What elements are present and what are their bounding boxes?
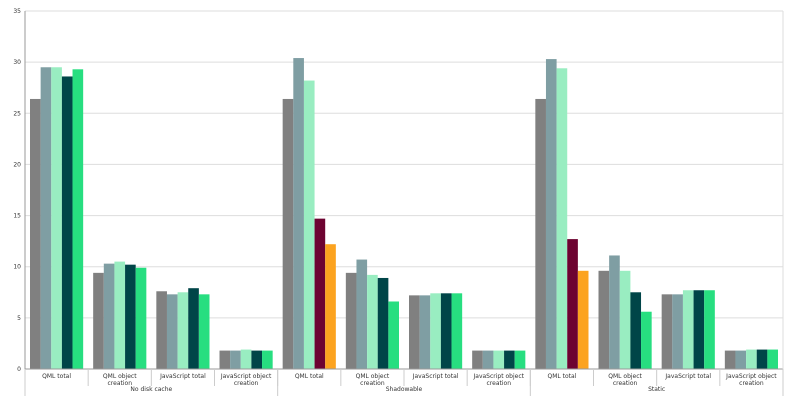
bar (567, 239, 578, 369)
bar (704, 290, 715, 369)
category-label: JavaScript total (159, 373, 206, 380)
bar (746, 349, 757, 369)
bar (30, 98, 41, 370)
bar (103, 263, 115, 369)
bar (482, 350, 494, 369)
category-label: JavaScript object creation (725, 373, 777, 387)
bar (556, 68, 568, 369)
category-label: QML total (547, 373, 576, 380)
bar (51, 67, 62, 369)
bar (377, 277, 389, 369)
bar (545, 59, 557, 370)
bar (661, 294, 673, 369)
labels: 0 5 10 15 20 25 30 35 QML total QML object creatio… (13, 8, 777, 393)
bar (219, 350, 231, 369)
category-label: QML object creation (356, 373, 390, 387)
bar (504, 350, 515, 369)
bar (735, 350, 747, 369)
bar (61, 76, 73, 369)
bar (430, 293, 441, 369)
bar (388, 301, 399, 369)
y-tick-label: 30 (13, 59, 21, 66)
bar (345, 272, 357, 369)
y-tick-label: 0 (17, 366, 21, 373)
bar (198, 294, 210, 369)
group-label: No disk cache (130, 386, 172, 393)
bar (440, 293, 452, 369)
bar (767, 349, 778, 369)
bars (30, 58, 778, 370)
bar (409, 295, 420, 369)
bar (114, 261, 126, 369)
bar (303, 80, 315, 369)
category-label: QML object creation (103, 373, 137, 387)
category-label: QML object creation (608, 373, 642, 387)
bar (166, 294, 178, 369)
bar (262, 350, 273, 369)
bar (672, 294, 683, 369)
y-tick-label: 20 (13, 161, 21, 168)
bar (293, 58, 304, 370)
bar (641, 311, 652, 369)
bar (367, 274, 378, 369)
group-label: Shadowable (386, 386, 423, 393)
bar (135, 267, 147, 369)
category-label: QML total (295, 373, 324, 380)
bar (282, 98, 294, 370)
bar (619, 270, 631, 369)
bar (251, 350, 263, 369)
bar (325, 244, 336, 369)
bar (240, 349, 252, 369)
bar (598, 270, 610, 369)
y-tick-label: 25 (13, 110, 21, 117)
bar (93, 272, 104, 369)
category-label: JavaScript total (412, 373, 459, 380)
bar (177, 292, 189, 369)
bar (314, 218, 326, 369)
bar (514, 350, 526, 369)
bar (630, 292, 642, 369)
bar (40, 67, 52, 369)
bar (419, 295, 431, 369)
bar (472, 350, 483, 369)
bar (230, 350, 241, 369)
bar (356, 259, 368, 369)
category-label: JavaScript total (664, 373, 711, 380)
axes (24, 11, 784, 396)
bar (493, 350, 505, 369)
category-label: JavaScript object creation (473, 373, 525, 387)
y-tick-label: 10 (13, 264, 21, 271)
bar (451, 293, 463, 369)
y-tick-label: 35 (13, 8, 21, 15)
bar (535, 98, 546, 370)
category-label: JavaScript object creation (220, 373, 272, 387)
y-tick-label: 5 (17, 315, 21, 322)
bar (188, 288, 199, 369)
bar (577, 270, 589, 369)
category-label: QML total (42, 373, 71, 380)
bar (682, 290, 694, 369)
bar (724, 350, 736, 369)
bar (72, 69, 84, 369)
bar (609, 255, 620, 369)
bar (756, 349, 768, 369)
bar (156, 291, 167, 369)
bar (125, 264, 136, 369)
gridlines (25, 10, 783, 370)
group-label: Static (648, 386, 665, 393)
y-tick-label: 15 (13, 213, 21, 220)
bar (693, 290, 705, 369)
